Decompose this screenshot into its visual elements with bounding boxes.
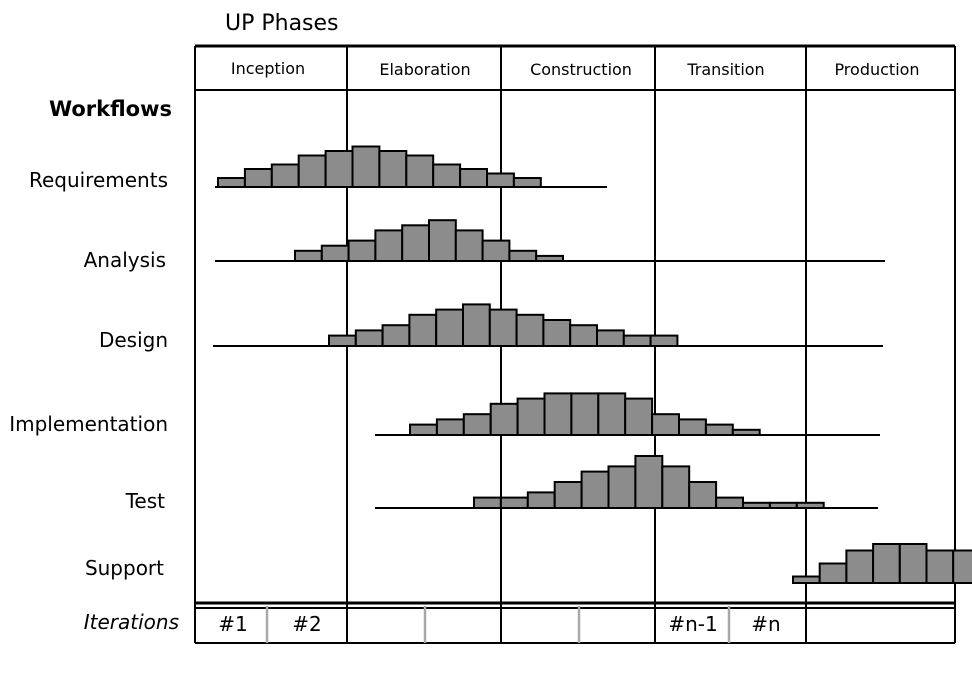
histogram-bar-implementation xyxy=(597,392,627,436)
histogram-bar-test xyxy=(661,465,691,509)
histogram-bar-requirements xyxy=(432,163,462,188)
histogram-bar-implementation xyxy=(489,402,519,436)
histogram-bar-design xyxy=(569,324,599,348)
histogram-bar-analysis xyxy=(374,229,404,262)
histogram-bar-implementation xyxy=(624,397,654,437)
histogram-bar-design xyxy=(354,329,384,347)
histogram-bar-requirements xyxy=(297,154,327,188)
workflow-label-requirements: Requirements xyxy=(29,168,168,192)
histogram-bar-support xyxy=(872,543,901,584)
histogram-bar-test xyxy=(553,481,583,509)
histogram-bar-design xyxy=(622,334,652,348)
histogram-bar-analysis xyxy=(535,254,565,262)
histogram-bar-support xyxy=(925,549,955,584)
histogram-bar-design xyxy=(488,308,518,348)
histogram-bar-test xyxy=(795,501,825,509)
workflow-label-support: Support xyxy=(85,556,164,580)
histogram-bar-requirements xyxy=(270,163,300,188)
iteration-n-minus-1: #n-1 xyxy=(668,612,717,636)
workflow-label-test: Test xyxy=(125,489,166,513)
histogram-bar-support xyxy=(845,549,875,584)
histogram-bar-design xyxy=(462,303,491,347)
histogram-bar-analysis xyxy=(347,239,377,263)
workflows-header: Workflows xyxy=(49,97,172,121)
histogram-bar-support xyxy=(792,575,821,584)
histogram-bar-design xyxy=(408,313,438,347)
histogram-bar-support xyxy=(818,562,848,584)
histogram-bar-requirements xyxy=(405,154,435,188)
histogram-bar-requirements xyxy=(378,150,408,188)
histogram-bar-test xyxy=(768,501,798,509)
histogram-bar-analysis xyxy=(481,239,511,263)
histogram-bar-requirements xyxy=(324,150,354,188)
phase-construction: Construction xyxy=(530,60,632,79)
histogram-bar-test xyxy=(607,465,637,509)
histogram-bar-requirements xyxy=(486,172,515,188)
workflow-label-analysis: Analysis xyxy=(84,248,166,272)
histogram-bar-analysis xyxy=(401,224,431,263)
histogram-bar-analysis xyxy=(294,249,323,263)
histogram-bar-support xyxy=(952,549,972,584)
histogram-bar-design xyxy=(435,308,465,348)
workflow-label-design: Design xyxy=(99,328,168,352)
histogram-bar-requirements xyxy=(351,145,381,188)
histogram-bar-implementation xyxy=(462,413,492,437)
phase-elaboration: Elaboration xyxy=(379,60,470,79)
histogram-bar-test xyxy=(580,470,610,510)
histogram-bar-implementation xyxy=(704,423,734,437)
phase-transition: Transition xyxy=(686,60,764,79)
histogram-bar-implementation xyxy=(435,418,465,436)
iteration-first: #1 xyxy=(218,612,247,636)
phase-inception: Inception xyxy=(231,59,305,78)
histogram-bar-implementation xyxy=(651,413,680,437)
histogram-bar-design xyxy=(515,313,545,347)
histogram-bar-requirements xyxy=(512,177,542,188)
iteration-labels: #1 #2 #n-1 #n xyxy=(218,612,780,636)
histogram-bar-implementation xyxy=(678,418,707,436)
histogram-bar-implementation xyxy=(543,392,573,436)
phase-header: Inception Elaboration Construction Trans… xyxy=(231,59,920,79)
histogram-bar-implementation xyxy=(516,397,546,437)
iteration-second: #2 xyxy=(292,612,321,636)
diagram-title: UP Phases xyxy=(225,11,339,36)
histogram-bar-implementation xyxy=(570,392,600,436)
histogram-bar-analysis xyxy=(508,249,538,263)
histogram-bar-test xyxy=(499,496,529,510)
histogram-bar-requirements xyxy=(459,168,489,188)
iterations-header: Iterations xyxy=(84,610,179,634)
workflow-label-implementation: Implementation xyxy=(9,412,168,436)
histogram-bar-analysis xyxy=(454,229,484,262)
histogram-bar-design xyxy=(328,334,357,348)
histogram-bar-test xyxy=(634,455,664,509)
iterations-row xyxy=(195,601,955,644)
histogram-bar-requirements xyxy=(217,177,246,188)
histogram-bar-design xyxy=(649,334,679,348)
histogram-bar-test xyxy=(715,496,744,510)
histogram-bar-test xyxy=(526,491,556,509)
histogram-bar-test xyxy=(688,481,718,509)
workflow-labels: Requirements Analysis Design Implementat… xyxy=(9,168,168,580)
histogram-bar-analysis xyxy=(320,244,350,262)
histogram-bar-requirements xyxy=(243,168,273,188)
histogram-bar-implementation xyxy=(409,423,438,437)
histogram-bar-test xyxy=(473,496,502,510)
iteration-n: #n xyxy=(751,612,780,636)
workflow-histograms xyxy=(213,145,972,584)
histogram-bar-design xyxy=(596,329,625,347)
histogram-bar-implementation xyxy=(731,428,761,436)
phase-production: Production xyxy=(834,60,919,79)
histogram-bar-design xyxy=(542,319,572,347)
histogram-bar-test xyxy=(742,501,771,509)
histogram-bar-design xyxy=(381,324,411,348)
histogram-bar-support xyxy=(898,543,928,584)
histogram-bar-analysis xyxy=(428,219,457,262)
